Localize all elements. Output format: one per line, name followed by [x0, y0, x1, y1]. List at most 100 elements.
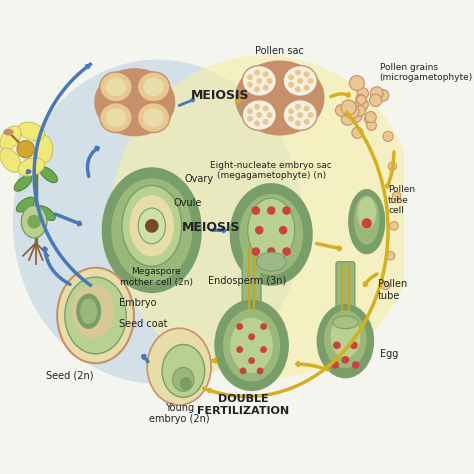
Text: Pollen
tube: Pollen tube	[378, 279, 407, 301]
Text: Pollen
tube
cell: Pollen tube cell	[388, 185, 415, 215]
Circle shape	[288, 82, 294, 88]
Ellipse shape	[65, 277, 126, 354]
Ellipse shape	[122, 185, 182, 266]
Ellipse shape	[333, 316, 358, 328]
Ellipse shape	[173, 367, 194, 392]
Text: Embryo: Embryo	[119, 298, 157, 308]
Ellipse shape	[106, 108, 126, 127]
Ellipse shape	[100, 103, 132, 133]
Text: Seed (2n): Seed (2n)	[46, 370, 94, 380]
Ellipse shape	[14, 175, 32, 191]
Circle shape	[248, 357, 255, 364]
Circle shape	[336, 105, 347, 116]
Circle shape	[350, 341, 358, 349]
Ellipse shape	[283, 65, 317, 96]
Circle shape	[365, 111, 376, 123]
Circle shape	[256, 78, 262, 84]
Circle shape	[304, 84, 310, 91]
Circle shape	[254, 120, 260, 127]
Circle shape	[357, 88, 368, 99]
Circle shape	[381, 282, 390, 290]
Circle shape	[252, 247, 260, 256]
Circle shape	[283, 247, 291, 256]
Circle shape	[236, 323, 243, 330]
Circle shape	[260, 323, 267, 330]
Ellipse shape	[21, 205, 47, 238]
Circle shape	[341, 100, 356, 115]
Circle shape	[266, 78, 273, 84]
Circle shape	[288, 74, 294, 80]
Circle shape	[352, 127, 363, 138]
Circle shape	[304, 105, 310, 111]
Ellipse shape	[318, 305, 373, 377]
Text: MEIOSIS: MEIOSIS	[182, 221, 241, 234]
Circle shape	[267, 247, 275, 256]
Circle shape	[342, 356, 349, 364]
Ellipse shape	[162, 345, 205, 397]
Ellipse shape	[223, 309, 280, 382]
Circle shape	[254, 86, 260, 92]
Text: MEIOSIS: MEIOSIS	[191, 89, 249, 102]
Circle shape	[295, 104, 301, 109]
Circle shape	[341, 112, 354, 125]
Ellipse shape	[17, 197, 35, 212]
Ellipse shape	[72, 285, 114, 337]
Ellipse shape	[40, 167, 57, 182]
Ellipse shape	[100, 72, 132, 102]
Circle shape	[352, 361, 359, 369]
Text: Megaspore
mother cell (2n): Megaspore mother cell (2n)	[119, 267, 192, 287]
Circle shape	[263, 105, 269, 111]
Circle shape	[263, 118, 269, 125]
Ellipse shape	[18, 158, 45, 176]
Circle shape	[331, 361, 339, 369]
Ellipse shape	[138, 208, 165, 244]
Circle shape	[345, 104, 359, 119]
Text: Egg: Egg	[380, 349, 398, 359]
Ellipse shape	[242, 65, 276, 96]
Ellipse shape	[230, 318, 273, 373]
Ellipse shape	[129, 195, 174, 256]
Ellipse shape	[37, 206, 55, 220]
Ellipse shape	[0, 148, 21, 173]
Ellipse shape	[94, 68, 175, 137]
Circle shape	[295, 86, 301, 92]
Ellipse shape	[137, 72, 170, 102]
FancyBboxPatch shape	[242, 242, 261, 316]
Circle shape	[295, 120, 301, 127]
Circle shape	[388, 162, 397, 171]
Circle shape	[392, 192, 401, 201]
Circle shape	[355, 106, 365, 116]
Circle shape	[240, 367, 246, 374]
Text: Ovule: Ovule	[173, 198, 201, 208]
Circle shape	[308, 78, 313, 84]
Text: Endosperm (3n): Endosperm (3n)	[208, 276, 286, 286]
Circle shape	[297, 78, 303, 84]
Circle shape	[377, 90, 389, 101]
Circle shape	[308, 112, 313, 118]
Ellipse shape	[248, 198, 295, 262]
Text: Pollen sac: Pollen sac	[255, 46, 304, 56]
Circle shape	[252, 206, 260, 215]
Ellipse shape	[231, 184, 312, 285]
Ellipse shape	[137, 103, 170, 133]
Ellipse shape	[143, 78, 164, 96]
Ellipse shape	[215, 301, 288, 390]
Text: DOUBLE
FERTILIZATION: DOUBLE FERTILIZATION	[197, 394, 289, 416]
Ellipse shape	[103, 168, 201, 292]
Ellipse shape	[57, 268, 134, 363]
Circle shape	[266, 112, 273, 118]
Circle shape	[297, 112, 303, 118]
Ellipse shape	[349, 190, 384, 254]
Circle shape	[267, 206, 275, 215]
Circle shape	[390, 222, 398, 230]
Ellipse shape	[111, 178, 192, 282]
Ellipse shape	[357, 197, 376, 229]
Ellipse shape	[283, 100, 317, 130]
Circle shape	[247, 109, 253, 114]
Circle shape	[367, 120, 376, 130]
Circle shape	[17, 141, 34, 158]
Circle shape	[236, 346, 243, 353]
Ellipse shape	[111, 55, 418, 379]
Circle shape	[248, 333, 255, 340]
Circle shape	[288, 116, 294, 122]
